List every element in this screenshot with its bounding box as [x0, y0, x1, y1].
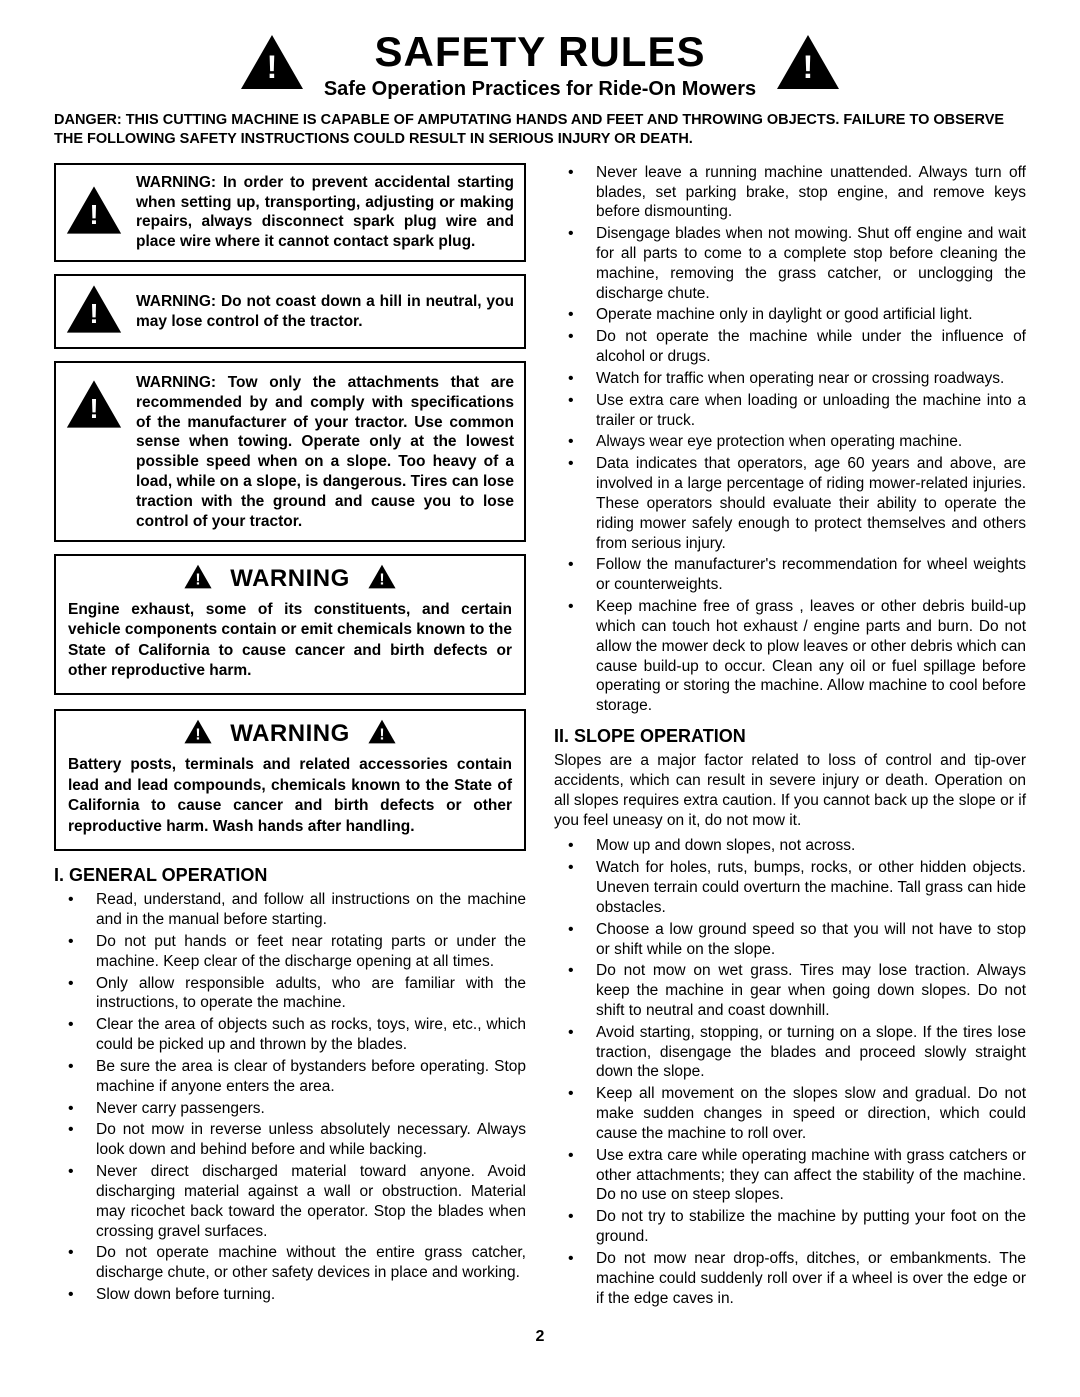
list-item: Operate machine only in daylight or good… — [554, 305, 1026, 325]
general-operation-list-right: Never leave a running machine unattended… — [554, 163, 1026, 716]
main-title: SAFETY RULES — [375, 28, 706, 76]
list-item: Avoid starting, stopping, or turning on … — [554, 1023, 1026, 1082]
warning-triangle-icon: ! — [776, 34, 840, 95]
subtitle: Safe Operation Practices for Ride-On Mow… — [324, 78, 756, 101]
list-item: Never leave a running machine unattended… — [554, 163, 1026, 222]
list-item: Follow the manufacturer's recommendation… — [554, 555, 1026, 595]
list-item: Do not mow on wet grass. Tires may lose … — [554, 961, 1026, 1020]
slope-intro: Slopes are a major factor related to los… — [554, 751, 1026, 830]
list-item: Slow down before turning. — [54, 1285, 526, 1305]
warning-label: WARNING — [230, 565, 350, 593]
left-column: ! WARNING: In order to prevent accidenta… — [54, 163, 526, 1311]
section-title-general: I. GENERAL OPERATION — [54, 865, 526, 886]
list-item: Only allow responsible adults, who are f… — [54, 974, 526, 1014]
warning-block-header: ! WARNING ! — [68, 564, 512, 594]
warning-triangle-icon: ! — [184, 564, 212, 594]
warning-triangle-icon: ! — [66, 379, 122, 434]
list-item: Be sure the area is clear of bystanders … — [54, 1057, 526, 1097]
warning-block-body: Engine exhaust, some of its constituents… — [68, 600, 512, 682]
warning-box-text: WARNING: Do not coast down a hill in neu… — [136, 292, 514, 332]
svg-text:!: ! — [803, 49, 814, 85]
svg-text:!: ! — [89, 199, 98, 230]
warning-triangle-icon: ! — [66, 284, 122, 339]
warning-box: ! WARNING: In order to prevent accidenta… — [54, 163, 526, 262]
svg-text:!: ! — [89, 393, 98, 424]
list-item: Always wear eye protection when operatin… — [554, 432, 1026, 452]
danger-text: DANGER: THIS CUTTING MACHINE IS CAPABLE … — [54, 111, 1026, 149]
list-item: Do not put hands or feet near rotating p… — [54, 932, 526, 972]
list-item: Watch for traffic when operating near or… — [554, 369, 1026, 389]
warning-label: WARNING — [230, 720, 350, 748]
list-item: Read, understand, and follow all instruc… — [54, 890, 526, 930]
section-title-slope: II. SLOPE OPERATION — [554, 726, 1026, 747]
list-item: Keep all movement on the slopes slow and… — [554, 1084, 1026, 1143]
list-item: Use extra care while operating machine w… — [554, 1146, 1026, 1205]
list-item: Clear the area of objects such as rocks,… — [54, 1015, 526, 1055]
svg-text:!: ! — [89, 298, 98, 329]
warning-box-text: WARNING: Tow only the attachments that a… — [136, 373, 514, 532]
svg-text:!: ! — [379, 727, 384, 744]
header-row: ! SAFETY RULES Safe Operation Practices … — [54, 28, 1026, 101]
list-item: Do not operate the machine while under t… — [554, 327, 1026, 367]
page-number: 2 — [54, 1328, 1026, 1346]
list-item: Data indicates that operators, age 60 ye… — [554, 454, 1026, 553]
list-item: Never direct discharged material toward … — [54, 1162, 526, 1241]
svg-text:!: ! — [196, 727, 201, 744]
slope-operation-list: Mow up and down slopes, not across.Watch… — [554, 836, 1026, 1308]
list-item: Do not operate machine without the entir… — [54, 1243, 526, 1283]
general-operation-list-left: Read, understand, and follow all instruc… — [54, 890, 526, 1305]
content-columns: ! WARNING: In order to prevent accidenta… — [54, 163, 1026, 1311]
list-item: Do not try to stabilize the machine by p… — [554, 1207, 1026, 1247]
warning-block: ! WARNING ! Engine exhaust, some of its … — [54, 554, 526, 696]
list-item: Use extra care when loading or unloading… — [554, 391, 1026, 431]
list-item: Do not mow in reverse unless absolutely … — [54, 1120, 526, 1160]
warning-triangle-icon: ! — [184, 719, 212, 749]
list-item: Choose a low ground speed so that you wi… — [554, 920, 1026, 960]
list-item: Do not mow near drop-offs, ditches, or e… — [554, 1249, 1026, 1308]
warning-triangle-icon: ! — [66, 185, 122, 240]
warning-block: ! WARNING ! Battery posts, terminals and… — [54, 709, 526, 851]
warning-box-text: WARNING: In order to prevent accidental … — [136, 173, 514, 252]
svg-text:!: ! — [196, 571, 201, 588]
warning-triangle-icon: ! — [368, 719, 396, 749]
list-item: Keep machine free of grass , leaves or o… — [554, 597, 1026, 716]
warning-box: ! WARNING: Tow only the attachments that… — [54, 361, 526, 542]
right-column: Never leave a running machine unattended… — [554, 163, 1026, 1311]
warning-box: ! WARNING: Do not coast down a hill in n… — [54, 274, 526, 349]
svg-text:!: ! — [379, 571, 384, 588]
list-item: Watch for holes, ruts, bumps, rocks, or … — [554, 858, 1026, 917]
list-item: Disengage blades when not mowing. Shut o… — [554, 224, 1026, 303]
svg-text:!: ! — [267, 49, 278, 85]
list-item: Mow up and down slopes, not across. — [554, 836, 1026, 856]
title-block: SAFETY RULES Safe Operation Practices fo… — [324, 28, 756, 101]
page-header: ! SAFETY RULES Safe Operation Practices … — [54, 28, 1026, 101]
list-item: Never carry passengers. — [54, 1099, 526, 1119]
warning-block-header: ! WARNING ! — [68, 719, 512, 749]
warning-block-body: Battery posts, terminals and related acc… — [68, 755, 512, 837]
warning-triangle-icon: ! — [240, 34, 304, 95]
warning-triangle-icon: ! — [368, 564, 396, 594]
